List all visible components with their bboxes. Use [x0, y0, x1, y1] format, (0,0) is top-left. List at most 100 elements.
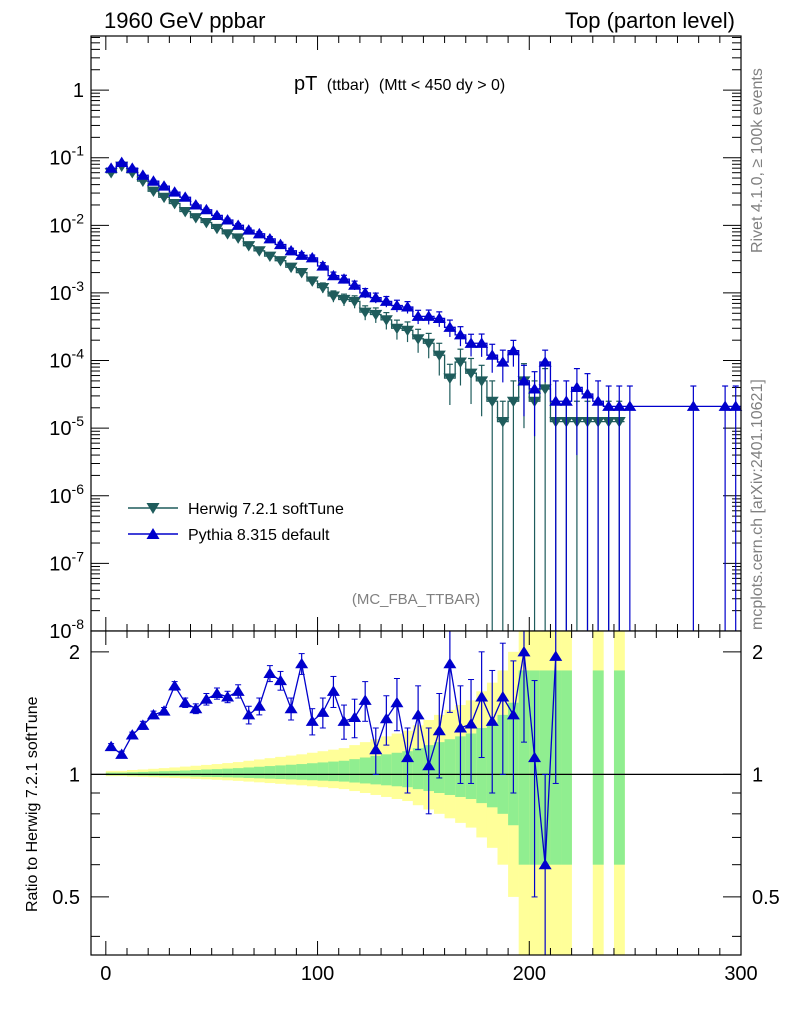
title-sub: (ttbar) [327, 77, 370, 94]
band-1sigma [306, 763, 318, 781]
data-point [146, 186, 160, 198]
ratio-point [496, 691, 510, 702]
data-point [104, 162, 118, 173]
band-1sigma [317, 762, 329, 781]
data-point [580, 388, 594, 399]
legend-herwig-marker [146, 503, 160, 514]
ratio-point [538, 858, 552, 870]
data-point [221, 229, 235, 240]
data-point [623, 400, 637, 411]
band-1sigma [561, 670, 572, 865]
data-point [475, 337, 489, 348]
chart-title: pT (ttbar) (Mtt < 450 dy > 0) [294, 73, 505, 95]
data-point [316, 260, 330, 271]
data-point [358, 307, 372, 318]
data-point [358, 287, 372, 298]
data-point [252, 246, 266, 257]
data-point [453, 328, 467, 340]
ratio-series-0 [104, 630, 563, 956]
band-1sigma [264, 766, 276, 779]
data-point [379, 315, 393, 326]
data-point [485, 396, 499, 408]
ratio-point [443, 657, 457, 669]
band-1sigma [476, 727, 488, 804]
x-tick-label: 300 [724, 963, 757, 985]
main-plot-area [91, 36, 741, 631]
data-point [178, 206, 192, 218]
mcplots-label: mcplots.cern.ch [arXiv:2401.10621] [749, 379, 766, 630]
data-point [464, 368, 478, 380]
band-1sigma [349, 759, 361, 783]
ratio-point [199, 693, 213, 704]
ratio-point [432, 724, 446, 736]
header-left: 1960 GeV ppbar [104, 8, 265, 33]
ratio-y-axis-label: Ratio to Herwig 7.2.1 softTune [24, 696, 41, 912]
band-1sigma [243, 767, 255, 778]
data-point [242, 241, 256, 252]
ratio-point [411, 709, 425, 720]
ratio-point [464, 718, 478, 729]
ratio-point [168, 679, 182, 691]
data-point [464, 337, 478, 348]
ratio-point [104, 740, 118, 752]
main-series-layer [104, 156, 743, 631]
data-point [729, 400, 743, 411]
data-point [263, 233, 277, 244]
y-tick-label: 10-6 [49, 481, 84, 508]
ratio-point [422, 759, 436, 771]
data-point [475, 376, 489, 387]
ratio-point [146, 709, 160, 720]
band-1sigma [275, 765, 287, 780]
data-point [189, 199, 203, 210]
data-point [284, 244, 298, 256]
ratio-point [316, 706, 330, 717]
ratio-y-label-left: 2 [69, 642, 80, 664]
band-1sigma [359, 757, 371, 784]
data-point [199, 217, 213, 229]
legend: Herwig 7.2.1 softTune Pythia 8.315 defau… [128, 501, 344, 544]
data-point [411, 334, 425, 345]
data-point [390, 299, 404, 311]
data-point [252, 227, 266, 239]
ratio-point [358, 694, 372, 705]
data-point [602, 400, 616, 411]
ratio-point [242, 709, 256, 720]
ratio-point [221, 691, 235, 702]
ratio-point [549, 650, 563, 661]
ratio-point [390, 696, 404, 708]
data-point [337, 294, 351, 306]
band-1sigma [391, 752, 403, 787]
data-point [178, 191, 192, 202]
data-point [168, 198, 182, 210]
ratio-y-label-right: 2 [752, 642, 763, 664]
series-line [105, 165, 625, 423]
ratio-point [210, 687, 224, 699]
ratio-point [379, 712, 393, 724]
ratio-point [475, 691, 489, 702]
band-1sigma [539, 670, 551, 865]
data-point [273, 256, 287, 267]
legend-pythia-label: Pythia 8.315 default [188, 527, 330, 544]
data-point [263, 251, 277, 262]
band-1sigma [222, 768, 234, 778]
band-1sigma [179, 770, 191, 777]
ratio-y-label-right: 0.5 [752, 887, 780, 909]
band-1sigma [190, 770, 202, 777]
x-tick-label: 100 [301, 963, 334, 985]
ratio-point [517, 645, 531, 657]
data-point [157, 180, 171, 191]
ratio-axis-ticks [91, 631, 742, 955]
data-point [496, 356, 510, 367]
data-point [549, 395, 563, 406]
ratio-point [189, 702, 203, 714]
title-main: pT [294, 73, 317, 95]
data-point [157, 192, 171, 204]
data-point [295, 268, 309, 279]
ratio-point [401, 751, 415, 763]
data-point [146, 175, 160, 186]
data-point [718, 400, 732, 411]
y-tick-label: 10-5 [49, 413, 84, 440]
band-1sigma [211, 769, 223, 778]
ratio-point [305, 715, 319, 726]
series-1 [104, 156, 743, 631]
